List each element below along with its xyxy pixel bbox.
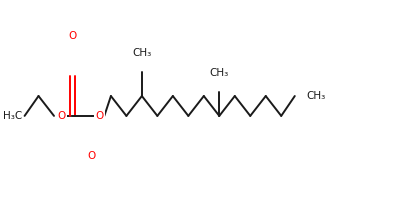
Text: O: O [57,111,66,121]
Text: CH₃: CH₃ [210,68,229,78]
Text: CH₃: CH₃ [132,48,152,58]
Text: H₃C: H₃C [3,111,22,121]
Text: O: O [88,151,96,161]
Text: O: O [95,111,104,121]
Text: O: O [68,31,76,41]
Text: CH₃: CH₃ [306,91,326,101]
